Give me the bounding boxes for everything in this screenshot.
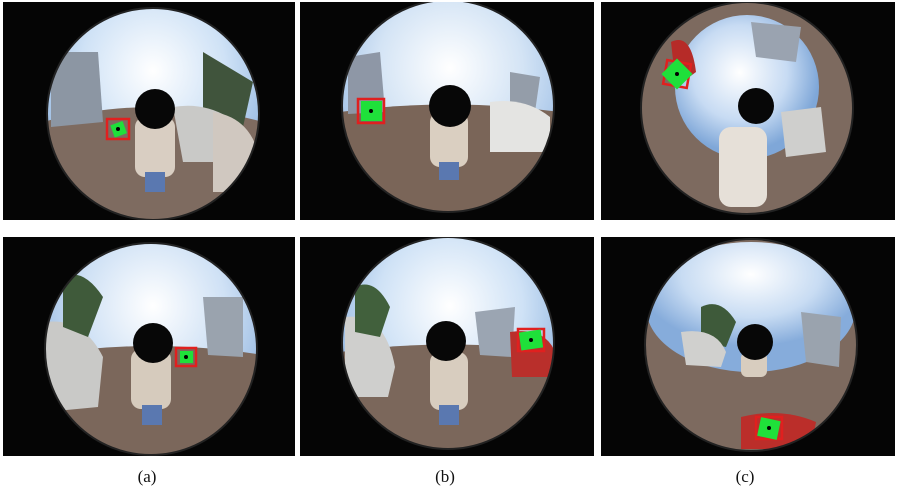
fisheye-image-a-bottom [3, 237, 295, 456]
fisheye-image-a-top [3, 2, 295, 220]
panel-a-bottom [3, 237, 295, 456]
panel-a-top [3, 2, 295, 220]
tracking-box-a-top [105, 117, 131, 141]
occlusion-blob [133, 323, 173, 363]
occlusion-blob [738, 88, 774, 124]
panel-c-bottom [601, 237, 895, 456]
caption-b: (b) [435, 467, 455, 486]
tracking-box-a-bottom [174, 346, 198, 368]
fisheye-image-b-bottom [300, 237, 594, 456]
panel-b-top [300, 2, 594, 220]
panel-c-top [601, 2, 895, 220]
tracking-box-c-top [661, 58, 693, 90]
panel-b-bottom [300, 237, 594, 456]
tracking-box-b-bottom [516, 327, 546, 353]
tracking-box-c-bottom [754, 415, 784, 441]
fisheye-image-c-bottom [601, 237, 895, 456]
occlusion-blob [135, 89, 175, 129]
tracking-box-b-top [356, 97, 386, 125]
occlusion-blob [737, 324, 773, 360]
caption-a: (a) [137, 467, 157, 486]
fisheye-image-c-top [601, 2, 895, 220]
occlusion-blob [426, 321, 466, 361]
caption-c: (c) [735, 467, 755, 486]
occlusion-blob [429, 85, 471, 127]
fisheye-image-b-top [300, 2, 594, 220]
